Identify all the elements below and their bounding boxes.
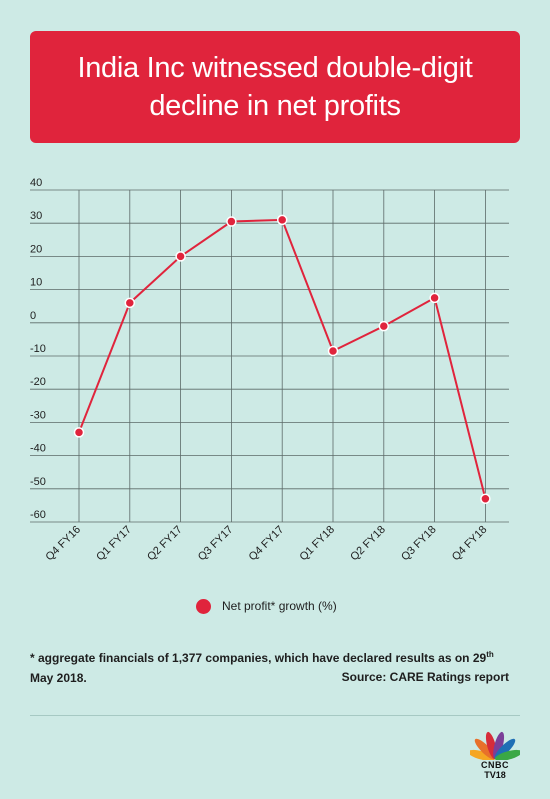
y-tick-label: -20 [30, 376, 46, 388]
y-tick-label: -50 [30, 476, 46, 488]
data-point [175, 251, 186, 262]
y-tick-label: 20 [30, 243, 42, 255]
chart-title: India Inc witnessed double-digit decline… [77, 52, 473, 122]
y-tick-label: -60 [30, 509, 46, 521]
legend-label: Net profit* growth (%) [222, 599, 337, 613]
y-tick-label: 40 [30, 177, 42, 189]
divider [30, 715, 520, 716]
x-tick-label: Q4 FY18 [450, 524, 490, 564]
y-tick-label: 0 [30, 310, 36, 322]
y-tick-label: 10 [30, 277, 42, 289]
x-tick-label: Q2 FY18 [348, 524, 388, 564]
cnbc-tv18-logo: CNBC TV18 [470, 730, 520, 786]
peacock-icon [470, 731, 520, 760]
source-credit: Source: CARE Ratings report [341, 670, 509, 684]
data-point [378, 320, 390, 332]
y-tick-label: 30 [30, 210, 42, 222]
data-point [124, 297, 136, 309]
x-tick-label: Q2 FY17 [145, 524, 185, 564]
footnote: * aggregate financials of 1,377 companie… [30, 648, 510, 688]
data-point [73, 427, 85, 438]
data-point [480, 493, 491, 505]
data-point [429, 292, 440, 304]
logo-text-tv18: TV18 [484, 770, 506, 780]
legend-marker-icon [196, 598, 211, 614]
data-point [276, 214, 288, 226]
data-point [226, 216, 237, 227]
x-tick-label: Q4 FY16 [44, 524, 84, 564]
y-tick-label: -10 [30, 343, 46, 355]
footnote-text: aggregate financials of 1,377 companies,… [34, 651, 487, 665]
legend: Net profit* growth (%) [196, 596, 337, 616]
footnote-text-end: May 2018. [30, 671, 87, 685]
title-banner: India Inc witnessed double-digit decline… [30, 31, 520, 143]
footnote-star: * [30, 651, 35, 665]
x-tick-label: Q1 FY18 [298, 524, 338, 564]
x-tick-label: Q3 FY17 [196, 524, 236, 564]
x-tick-label: Q1 FY17 [94, 524, 134, 564]
x-tick-label: Q4 FY17 [247, 524, 287, 564]
data-point [327, 345, 339, 357]
footnote-superscript: th [486, 650, 494, 659]
y-tick-label: -30 [30, 409, 46, 421]
logo-text-cnbc: CNBC [481, 760, 509, 770]
y-tick-label: -40 [30, 443, 46, 455]
x-tick-label: Q3 FY18 [399, 524, 439, 564]
